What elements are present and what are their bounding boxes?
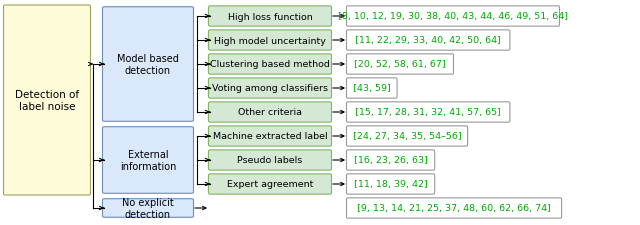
Text: External
information: External information bbox=[120, 150, 176, 171]
Text: Pseudo labels: Pseudo labels bbox=[237, 156, 303, 165]
FancyBboxPatch shape bbox=[346, 79, 397, 99]
FancyBboxPatch shape bbox=[346, 150, 435, 170]
Text: [20, 52, 58, 61, 67]: [20, 52, 58, 61, 67] bbox=[354, 60, 446, 69]
Text: Voting among classifiers: Voting among classifiers bbox=[212, 84, 328, 93]
Text: [8, 10, 12, 19, 30, 38, 40, 43, 44, 46, 49, 51, 64]: [8, 10, 12, 19, 30, 38, 40, 43, 44, 46, … bbox=[338, 12, 568, 21]
FancyBboxPatch shape bbox=[346, 55, 454, 75]
FancyBboxPatch shape bbox=[209, 79, 332, 99]
FancyBboxPatch shape bbox=[102, 199, 193, 217]
Text: Clustering based method: Clustering based method bbox=[210, 60, 330, 69]
Text: [15, 17, 28, 31, 32, 41, 57, 65]: [15, 17, 28, 31, 32, 41, 57, 65] bbox=[355, 108, 501, 117]
Text: Other criteria: Other criteria bbox=[238, 108, 302, 117]
Text: [24, 27, 34, 35, 54–56]: [24, 27, 34, 35, 54–56] bbox=[353, 132, 461, 141]
Text: [16, 23, 26, 63]: [16, 23, 26, 63] bbox=[354, 156, 428, 165]
Text: No explicit
detection: No explicit detection bbox=[122, 197, 174, 219]
Text: High loss function: High loss function bbox=[228, 12, 312, 21]
Text: Machine extracted label: Machine extracted label bbox=[212, 132, 327, 141]
FancyBboxPatch shape bbox=[346, 126, 468, 146]
FancyBboxPatch shape bbox=[346, 102, 510, 123]
FancyBboxPatch shape bbox=[346, 198, 562, 218]
FancyBboxPatch shape bbox=[346, 31, 510, 51]
FancyBboxPatch shape bbox=[102, 8, 193, 122]
FancyBboxPatch shape bbox=[102, 127, 193, 194]
FancyBboxPatch shape bbox=[209, 55, 332, 75]
FancyBboxPatch shape bbox=[209, 150, 332, 170]
FancyBboxPatch shape bbox=[209, 31, 332, 51]
Text: Expert agreement: Expert agreement bbox=[227, 180, 313, 189]
FancyBboxPatch shape bbox=[209, 7, 332, 27]
FancyBboxPatch shape bbox=[346, 7, 559, 27]
FancyBboxPatch shape bbox=[3, 6, 90, 195]
Text: [11, 22, 29, 33, 40, 42, 50, 64]: [11, 22, 29, 33, 40, 42, 50, 64] bbox=[355, 36, 501, 45]
FancyBboxPatch shape bbox=[209, 174, 332, 194]
Text: Detection of
label noise: Detection of label noise bbox=[15, 90, 79, 111]
FancyBboxPatch shape bbox=[346, 174, 435, 194]
FancyBboxPatch shape bbox=[209, 126, 332, 146]
Text: High model uncertainty: High model uncertainty bbox=[214, 36, 326, 45]
FancyBboxPatch shape bbox=[209, 102, 332, 123]
Text: [9, 13, 14, 21, 25, 37, 48, 60, 62, 66, 74]: [9, 13, 14, 21, 25, 37, 48, 60, 62, 66, … bbox=[357, 204, 551, 213]
Text: [43, 59]: [43, 59] bbox=[353, 84, 390, 93]
Text: [11, 18, 39, 42]: [11, 18, 39, 42] bbox=[354, 180, 428, 189]
Text: Model based
detection: Model based detection bbox=[117, 54, 179, 75]
